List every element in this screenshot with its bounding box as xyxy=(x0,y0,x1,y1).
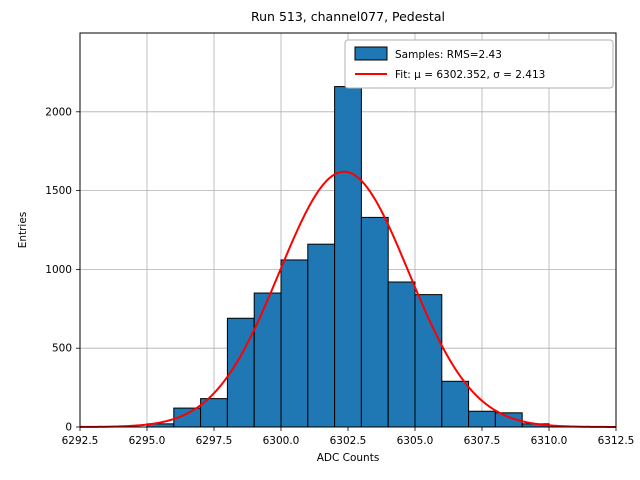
y-tick-label: 0 xyxy=(65,422,72,434)
x-tick-label: 6300.0 xyxy=(263,435,300,447)
bars-layer xyxy=(146,86,550,428)
histogram-bar xyxy=(280,259,309,428)
x-tick-label: 6302.5 xyxy=(330,435,367,447)
histogram-bar xyxy=(360,216,389,428)
y-tick-label: 500 xyxy=(52,343,72,355)
histogram-bar xyxy=(307,243,336,428)
chart-title: Run 513, channel077, Pedestal xyxy=(251,9,445,24)
x-tick-label: 6307.5 xyxy=(464,435,501,447)
histogram-bar xyxy=(414,294,443,428)
x-axis-label: ADC Counts xyxy=(317,452,380,464)
x-tick-label: 6310.0 xyxy=(531,435,568,447)
fit-curve xyxy=(79,170,616,428)
legend-fit-label: Fit: μ = 6302.352, σ = 2.413 xyxy=(395,69,545,81)
x-tick-label: 6305.0 xyxy=(397,435,434,447)
x-tick-label: 6295.0 xyxy=(129,435,166,447)
histogram-bar xyxy=(468,410,496,428)
y-tick-label: 2000 xyxy=(45,106,72,118)
y-tick-label: 1500 xyxy=(45,185,72,197)
legend-box xyxy=(344,39,614,89)
x-tick-label: 6312.5 xyxy=(598,435,635,447)
histogram-bar xyxy=(226,317,255,428)
histogram-bar xyxy=(253,292,282,428)
ticks-layer: 6292.5 6295.0 6297.5 6300.0 6302.5 6305.0 6307… xyxy=(45,106,634,447)
y-tick-label: 1000 xyxy=(45,264,72,276)
histogram-bar xyxy=(441,380,470,428)
histogram-bar xyxy=(387,281,416,428)
legend: Samples: RMS=2.43 Fit: μ = 6302.352, σ =… xyxy=(344,39,614,89)
y-axis-label: Entries xyxy=(17,212,29,249)
histogram-bar xyxy=(334,86,362,428)
legend-samples-patch xyxy=(354,46,388,61)
x-tick-label: 6292.5 xyxy=(62,435,99,447)
x-tick-label: 6297.5 xyxy=(196,435,233,447)
legend-samples-label: Samples: RMS=2.43 xyxy=(395,49,502,61)
